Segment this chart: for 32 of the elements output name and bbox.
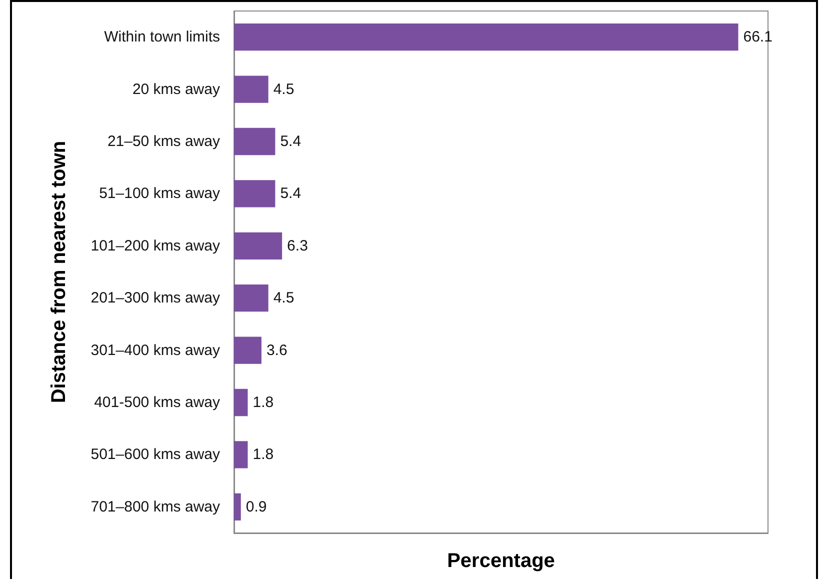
bar (234, 493, 241, 520)
bar (234, 388, 248, 416)
y-tick-label: 21–50 kms away (107, 133, 220, 150)
bar (234, 128, 276, 156)
data-label: 6.3 (287, 237, 308, 254)
data-label: 0.9 (246, 498, 267, 516)
data-label: 5.4 (280, 185, 302, 202)
bar (234, 336, 262, 364)
bar (234, 24, 738, 51)
bar (234, 232, 282, 260)
bar (234, 180, 276, 208)
y-tick-label: 701–800 kms away (90, 498, 220, 516)
data-label: 1.8 (252, 446, 274, 464)
y-tick-label: 301–400 kms away (90, 342, 220, 359)
bar (234, 441, 248, 468)
data-label: 3.6 (266, 342, 288, 359)
data-label: 66.1 (743, 28, 772, 46)
x-axis-title: Percentage (447, 550, 555, 572)
y-tick-label: 401-500 kms away (94, 394, 220, 411)
y-tick-label: Within town limits (104, 28, 220, 46)
data-label: 1.8 (252, 394, 274, 411)
y-axis-title: Distance from nearest town (48, 140, 70, 404)
data-label: 4.5 (273, 290, 294, 307)
data-label: 5.4 (280, 133, 302, 150)
y-tick-label: 101–200 kms away (90, 237, 220, 254)
bar (234, 76, 268, 103)
bar (234, 284, 268, 312)
y-tick-label: 51–100 kms away (99, 185, 220, 202)
y-tick-label: 501–600 kms away (90, 446, 220, 464)
data-label: 4.5 (273, 80, 294, 98)
y-tick-label: 20 kms away (132, 80, 220, 98)
y-tick-label: 201–300 kms away (90, 290, 220, 307)
